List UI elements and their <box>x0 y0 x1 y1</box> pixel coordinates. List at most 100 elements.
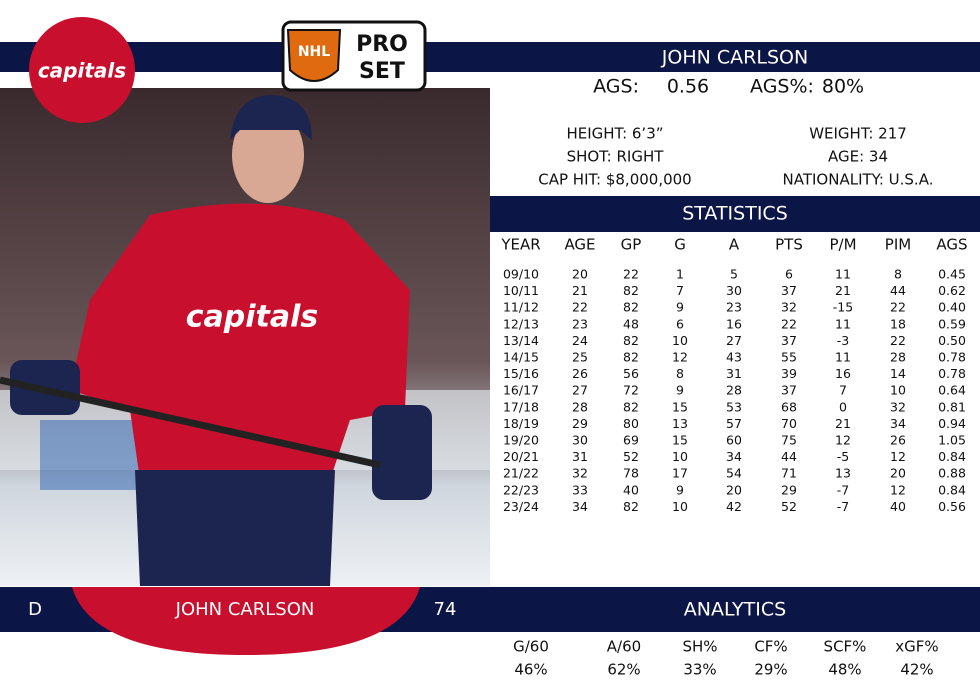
bio-right: AGE: 34 <box>828 148 888 166</box>
stats-cell: 37 <box>781 383 797 398</box>
stats-cell: -3 <box>837 333 849 348</box>
stats-cell: 21 <box>835 416 851 431</box>
stats-cell: 15 <box>672 433 688 448</box>
stats-cell: 21/22 <box>503 466 539 481</box>
stats-cell: 25 <box>572 350 588 365</box>
stats-cell: 78 <box>623 466 639 481</box>
stats-cell: 52 <box>623 449 639 464</box>
team-logo-text: capitals <box>38 59 126 83</box>
brand-logo: NHL PRO SET <box>281 20 427 92</box>
stats-cell: 8 <box>894 267 902 282</box>
brand-top: PRO <box>356 32 408 57</box>
stats-header: PIM <box>885 236 911 254</box>
stats-cell: 43 <box>726 350 742 365</box>
stats-cell: 22 <box>623 267 639 282</box>
stats-cell: 20 <box>726 482 742 497</box>
bio-left: HEIGHT: 6’3” <box>566 125 663 143</box>
analytics-value: 48% <box>828 661 861 679</box>
stats-cell: 34 <box>572 499 588 514</box>
stats-cell: 71 <box>781 466 797 481</box>
stats-cell: 18 <box>890 316 906 331</box>
stats-cell: 6 <box>785 267 793 282</box>
stats-cell: 20 <box>572 267 588 282</box>
stats-cell: 0.59 <box>938 316 966 331</box>
stats-cell: 21 <box>835 283 851 298</box>
stats-cell: 42 <box>726 499 742 514</box>
stats-cell: 10/11 <box>503 283 539 298</box>
league-logo-text: NHL <box>298 44 330 60</box>
stats-cell: 5 <box>730 267 738 282</box>
stats-cell: 0.84 <box>938 449 966 464</box>
analytics-header: CF% <box>754 638 787 656</box>
stats-cell: 16 <box>835 366 851 381</box>
stats-cell: 21 <box>572 283 588 298</box>
stats-cell: 11/12 <box>503 300 539 315</box>
stats-title: STATISTICS <box>682 203 788 225</box>
stats-cell: 10 <box>672 333 688 348</box>
stats-cell: 9 <box>676 482 684 497</box>
stats-cell: 10 <box>672 449 688 464</box>
stats-cell: 34 <box>890 416 906 431</box>
stats-header: A <box>729 236 740 254</box>
stats-cell: 44 <box>890 283 906 298</box>
stats-cell: 40 <box>623 482 639 497</box>
stats-cell: 32 <box>890 399 906 414</box>
ags-value: 0.56 <box>667 76 709 98</box>
stats-cell: 14 <box>890 366 906 381</box>
stats-cell: 60 <box>726 433 742 448</box>
stats-cell: 12 <box>835 433 851 448</box>
stats-cell: 53 <box>726 399 742 414</box>
team-logo <box>29 17 135 123</box>
stats-cell: 28 <box>726 383 742 398</box>
stats-cell: 6 <box>676 316 684 331</box>
stats-cell: 17 <box>672 466 688 481</box>
bio-left: CAP HIT: $8,000,000 <box>538 171 691 189</box>
stats-cell: 23 <box>572 316 588 331</box>
analytics-value: 29% <box>754 661 787 679</box>
stats-cell: 26 <box>572 366 588 381</box>
jersey-number: 74 <box>434 599 457 620</box>
stats-cell: 0.64 <box>938 383 966 398</box>
stats-cell: 11 <box>835 316 851 331</box>
stats-cell: 0.78 <box>938 350 966 365</box>
stats-cell: 7 <box>839 383 847 398</box>
analytics-header: G/60 <box>513 638 549 656</box>
stats-cell: 82 <box>623 399 639 414</box>
stats-header: P/M <box>829 236 856 254</box>
stats-cell: 82 <box>623 300 639 315</box>
stats-cell: 0.50 <box>938 333 966 348</box>
stats-cell: -7 <box>837 482 849 497</box>
stats-cell: 0.88 <box>938 466 966 481</box>
ags-pct-label: AGS%: <box>750 76 814 98</box>
stats-cell: 0.56 <box>938 499 966 514</box>
stats-header: PTS <box>775 236 803 254</box>
stats-cell: 80 <box>623 416 639 431</box>
stats-cell: 15 <box>672 399 688 414</box>
stats-cell: 72 <box>623 383 639 398</box>
stats-cell: 0.78 <box>938 366 966 381</box>
stats-cell: 0.81 <box>938 399 966 414</box>
stats-cell: 27 <box>572 383 588 398</box>
stats-cell: 40 <box>890 499 906 514</box>
player-name: JOHN CARLSON <box>661 47 808 69</box>
stats-cell: 10 <box>890 383 906 398</box>
stats-cell: 37 <box>781 333 797 348</box>
stats-cell: -15 <box>833 300 853 315</box>
stats-cell: 16 <box>726 316 742 331</box>
ags-pct-value: 80% <box>822 76 864 98</box>
stats-cell: 22 <box>781 316 797 331</box>
stats-cell: 39 <box>781 366 797 381</box>
analytics-value: 42% <box>900 661 933 679</box>
stats-cell: 68 <box>781 399 797 414</box>
bio-right: NATIONALITY: U.S.A. <box>783 171 934 189</box>
stats-cell: 26 <box>890 433 906 448</box>
stats-cell: 20/21 <box>503 449 539 464</box>
stats-cell: 24 <box>572 333 588 348</box>
stats-cell: 37 <box>781 283 797 298</box>
analytics-value: 46% <box>514 661 547 679</box>
ags-label: AGS: <box>593 76 639 98</box>
stats-cell: 9 <box>676 383 684 398</box>
stats-cell: 57 <box>726 416 742 431</box>
stats-cell: 82 <box>623 333 639 348</box>
stats-cell: 9 <box>676 300 684 315</box>
